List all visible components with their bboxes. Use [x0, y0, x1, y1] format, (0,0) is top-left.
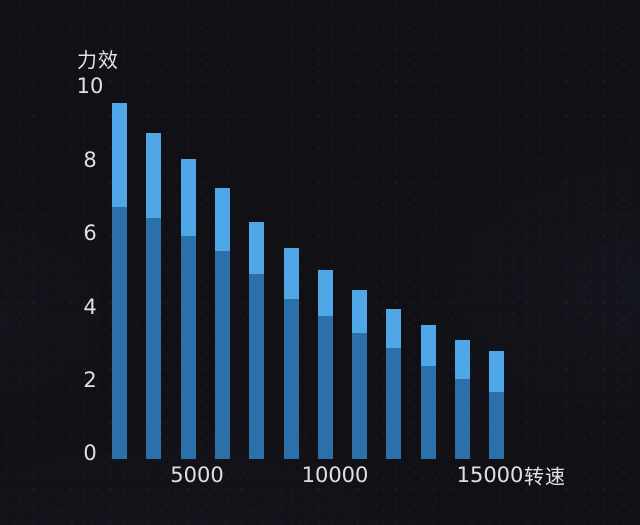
x-axis-title: 转速 [524, 464, 566, 489]
bar-segment-dark [455, 379, 470, 459]
bar [317, 269, 333, 459]
bar [489, 351, 505, 459]
bar-segment-light [146, 132, 162, 218]
x-tick-label: 5000 [170, 463, 224, 487]
bar-segment-light [214, 188, 230, 252]
bar-segment-light [386, 308, 402, 348]
bar [420, 325, 436, 459]
bar [180, 158, 196, 459]
bar-segment-dark [420, 366, 436, 459]
x-tick-label: 15000 [456, 463, 524, 487]
bar [386, 308, 402, 459]
bar-segment-light [249, 221, 265, 274]
y-tick-label: 6 [83, 221, 97, 246]
bar [455, 340, 470, 459]
bar [112, 102, 127, 459]
bar [283, 247, 299, 459]
bar-segment-dark [386, 347, 402, 459]
bar [352, 290, 368, 459]
bar-segment-light [317, 269, 333, 317]
y-tick-label: 10 [76, 74, 104, 99]
bar-segment-light [420, 325, 436, 367]
bar-segment-light [180, 158, 196, 237]
y-tick-label: 0 [83, 441, 97, 466]
x-tick-label: 10000 [301, 463, 369, 487]
bar-segment-light [112, 102, 127, 207]
bar-segment-light [352, 290, 368, 333]
bar [249, 221, 265, 459]
bar-segment-dark [112, 206, 127, 459]
y-tick-label: 8 [83, 147, 97, 172]
bar-segment-dark [352, 332, 368, 459]
bar-segment-light [283, 247, 299, 300]
y-tick-label: 4 [83, 294, 97, 319]
y-axis-title: 力效 [77, 48, 119, 72]
bar-segment-dark [146, 217, 162, 459]
bar-segment-dark [180, 236, 196, 459]
bar-segment-light [455, 340, 470, 380]
bar-segment-dark [317, 316, 333, 459]
bar [214, 188, 230, 459]
bar-segment-dark [489, 392, 505, 459]
bar-segment-light [489, 351, 505, 393]
y-tick-label: 2 [83, 367, 97, 392]
bar-segment-dark [214, 251, 230, 459]
bar-segment-dark [249, 273, 265, 459]
bar-segment-dark [283, 299, 299, 459]
bar [146, 132, 162, 459]
